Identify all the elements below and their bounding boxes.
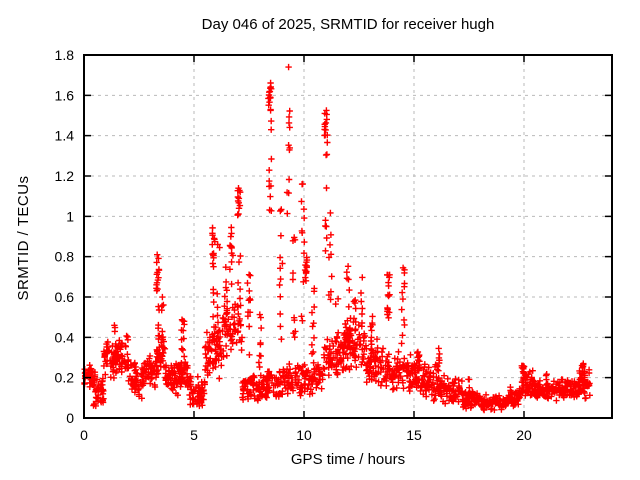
svg-text:1.6: 1.6 [55, 87, 75, 103]
plot-border [83, 54, 613, 419]
chart-title: Day 046 of 2025, SRMTID for receiver hug… [201, 16, 495, 33]
data-points [81, 63, 593, 414]
svg-text:1.2: 1.2 [55, 168, 75, 184]
svg-text:0.2: 0.2 [55, 370, 75, 386]
svg-text:1.8: 1.8 [55, 47, 75, 63]
svg-text:0.6: 0.6 [55, 289, 75, 305]
svg-text:0.8: 0.8 [55, 249, 75, 265]
svg-text:10: 10 [296, 427, 312, 443]
x-axis-label: GPS time / hours [290, 451, 406, 468]
y-tick-labels: 0 0.2 0.4 0.6 0.8 1 1.2 1.4 1.6 1.8 [55, 47, 75, 426]
svg-text:0: 0 [80, 427, 88, 443]
svg-text:20: 20 [516, 427, 532, 443]
svg-text:5: 5 [190, 427, 198, 443]
svg-text:0: 0 [66, 410, 74, 426]
svg-text:15: 15 [406, 427, 422, 443]
axis-ticks [83, 54, 612, 419]
svg-text:0.4: 0.4 [55, 329, 75, 345]
x-tick-labels: 0 5 10 15 20 [80, 427, 532, 443]
y-axis-label: SRMTID / TECUs [15, 175, 32, 301]
svg-text:1: 1 [66, 208, 74, 224]
svg-text:1.4: 1.4 [55, 128, 75, 144]
